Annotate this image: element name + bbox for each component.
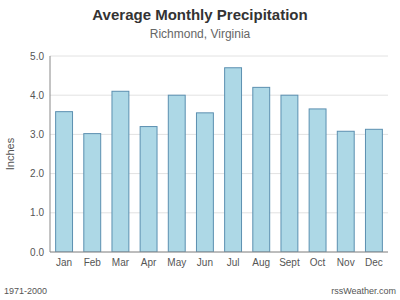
bar (365, 129, 382, 252)
x-tick-label: Dec (365, 257, 383, 268)
bar (196, 113, 213, 252)
x-tick-label: Sept (279, 257, 300, 268)
annotation: rssWeather.com (331, 286, 396, 296)
bar (225, 68, 242, 252)
grid-line (50, 95, 388, 96)
y-axis-label: Inches (4, 137, 16, 170)
bar (337, 131, 354, 252)
x-tick-label: Feb (84, 257, 102, 268)
bar (281, 95, 298, 252)
y-tick-label: 1.0 (30, 207, 44, 218)
y-tick-label: 4.0 (30, 90, 44, 101)
bar (112, 91, 129, 252)
bar (140, 127, 157, 252)
bar (84, 134, 101, 252)
y-tick-label: 0.0 (30, 247, 44, 258)
x-tick-label: Aug (252, 257, 270, 268)
page: {"chart_data": {"type": "bar", "title": … (0, 0, 400, 300)
x-tick-label: Nov (337, 257, 355, 268)
grid-line (50, 56, 388, 57)
x-tick-label: Jul (227, 257, 240, 268)
x-tick-label: May (167, 257, 186, 268)
y-axis: 0.0 1.0 2.0 3.0 4.0 5.0 (30, 51, 388, 258)
x-axis: Jan Feb Mar Apr May Jun Jul Aug Sept Oct Nov Dec (56, 257, 383, 268)
chart: Average Monthly Precipitation Richmond, V… (0, 0, 400, 300)
y-tick-label: 2.0 (30, 168, 44, 179)
x-tick-label: Mar (112, 257, 130, 268)
grid-line (50, 252, 388, 253)
y-axis-line (50, 56, 51, 252)
x-tick-label: Jun (197, 257, 213, 268)
subtitle: Richmond, Virginia (150, 27, 251, 41)
y-tick-label: 3.0 (30, 129, 44, 140)
title: Average Monthly Precipitation (92, 6, 307, 23)
bars (56, 68, 383, 252)
bar (309, 109, 326, 252)
x-tick-label: Apr (141, 257, 157, 268)
bar (56, 112, 73, 252)
x-tick-label: Jan (56, 257, 72, 268)
bar (253, 87, 270, 252)
y-tick-label: 5.0 (30, 51, 44, 62)
x-tick-label: Oct (310, 257, 326, 268)
annotation: 1971-2000 (4, 286, 47, 296)
chart-container: Average Monthly Precipitation Richmond, V… (0, 0, 400, 300)
bar (168, 95, 185, 252)
x-axis-line (50, 252, 388, 253)
